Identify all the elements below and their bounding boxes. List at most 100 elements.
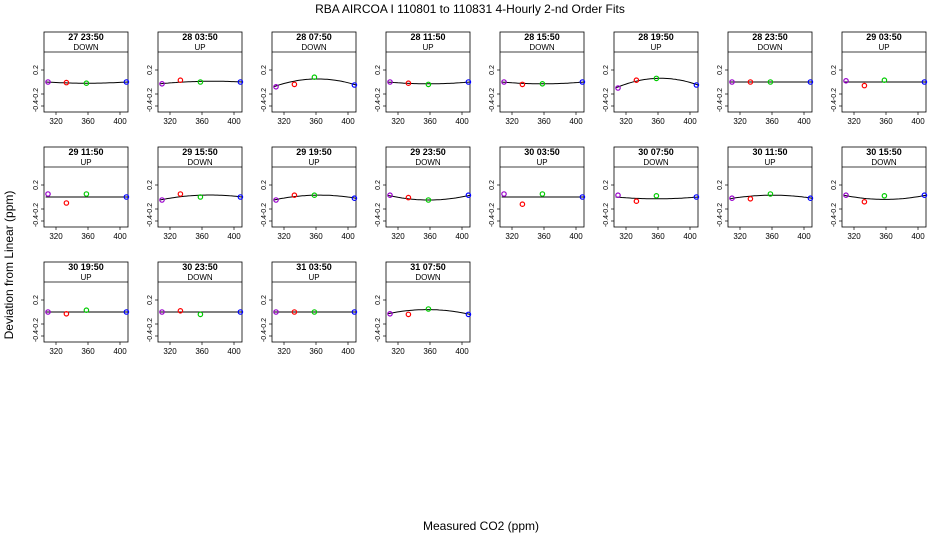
data-point-red [405,311,412,318]
y-tick-label: -0.2 [489,203,496,215]
x-tick-label: 400 [797,117,811,126]
data-point-red [177,77,184,84]
x-tick-label: 360 [195,347,209,356]
panel-title: 30 15:50 [866,147,902,157]
x-tick-label: 360 [81,347,95,356]
data-point-purple [729,195,735,202]
y-tick-label: -0.4 [33,330,40,342]
data-point-red [519,201,526,208]
data-point-green [197,311,204,318]
data-point-purple [387,310,393,317]
data-point-green [653,193,660,199]
x-tick-label: 360 [765,117,779,126]
x-tick-label: 360 [81,232,95,241]
panel-direction: UP [422,43,433,52]
panel-direction: UP [308,158,319,167]
x-tick-label: 360 [423,117,437,126]
data-point-purple [159,81,165,87]
panel-frame [271,31,357,113]
y-tick-label: -0.4 [261,215,268,227]
panel-direction: UP [194,43,205,52]
data-point-red [291,309,298,315]
x-tick-label: 360 [195,232,209,241]
panel-direction: UP [80,273,91,282]
panel-frame [43,31,129,113]
data-point-green [539,191,546,197]
panel-frame [727,146,813,228]
y-tick-label: -0.2 [33,88,40,100]
data-point-blue [237,309,244,315]
x-tick-label: 400 [341,117,355,126]
y-tick-label: -0.4 [147,100,154,112]
data-point-purple [501,191,507,197]
data-point-purple [45,191,51,197]
y-tick-label: 0.2 [489,180,496,190]
fit-curve [501,81,585,85]
data-point-blue [579,79,586,85]
data-point-purple [159,309,165,315]
y-tick-label: -0.4 [375,330,382,342]
data-point-green [197,194,204,200]
data-point-blue [921,192,928,199]
data-point-blue [807,79,814,85]
panel-title: 28 19:50 [638,32,674,42]
x-tick-label: 320 [733,232,747,241]
x-tick-label: 320 [391,117,405,126]
panel-frame [841,146,927,228]
y-tick-label: -0.4 [375,100,382,112]
data-point-purple [387,79,393,85]
x-tick-label: 320 [49,232,63,241]
data-point-blue [123,194,130,200]
fit-curve [615,196,699,200]
x-tick-label: 400 [911,117,925,126]
data-point-red [633,77,640,84]
data-point-purple [273,84,279,90]
y-tick-label: -0.2 [603,88,610,100]
panel-frame [499,146,585,228]
y-tick-label: -0.4 [261,330,268,342]
data-point-purple [273,197,279,203]
y-tick-label: -0.2 [375,88,382,100]
data-point-red [291,81,298,88]
y-tick-label: 0.2 [717,180,724,190]
y-tick-label: 0.2 [261,295,268,305]
panel-frame [43,146,129,228]
x-tick-label: 320 [163,117,177,126]
x-tick-label: 320 [163,347,177,356]
x-tick-label: 360 [81,117,95,126]
y-tick-label: 0.2 [603,65,610,75]
x-tick-label: 360 [651,232,665,241]
y-tick-label: -0.2 [147,318,154,330]
panel-title: 30 23:50 [182,262,218,272]
data-point-red [177,191,184,197]
panel-direction: DOWN [529,43,555,52]
data-point-blue [693,82,700,88]
y-tick-label: -0.2 [375,318,382,330]
fit-curve [273,78,357,88]
data-point-red [63,79,70,86]
panel-title: 31 07:50 [410,262,446,272]
panel-frame [613,31,699,113]
x-tick-label: 320 [391,347,405,356]
panel-direction: UP [878,43,889,52]
data-point-red [747,79,754,85]
panel-direction: DOWN [187,158,213,167]
x-tick-label: 360 [423,347,437,356]
x-tick-label: 400 [341,232,355,241]
y-tick-label: -0.4 [33,100,40,112]
y-tick-label: -0.4 [717,100,724,112]
data-point-red [633,198,640,205]
data-point-purple [843,192,849,199]
data-point-blue [123,79,130,85]
panel-frame [157,261,243,343]
x-axis-label: Measured CO2 (ppm) [423,519,539,533]
data-point-purple [387,192,393,199]
y-tick-label: 0.2 [33,180,40,190]
x-tick-label: 400 [683,232,697,241]
